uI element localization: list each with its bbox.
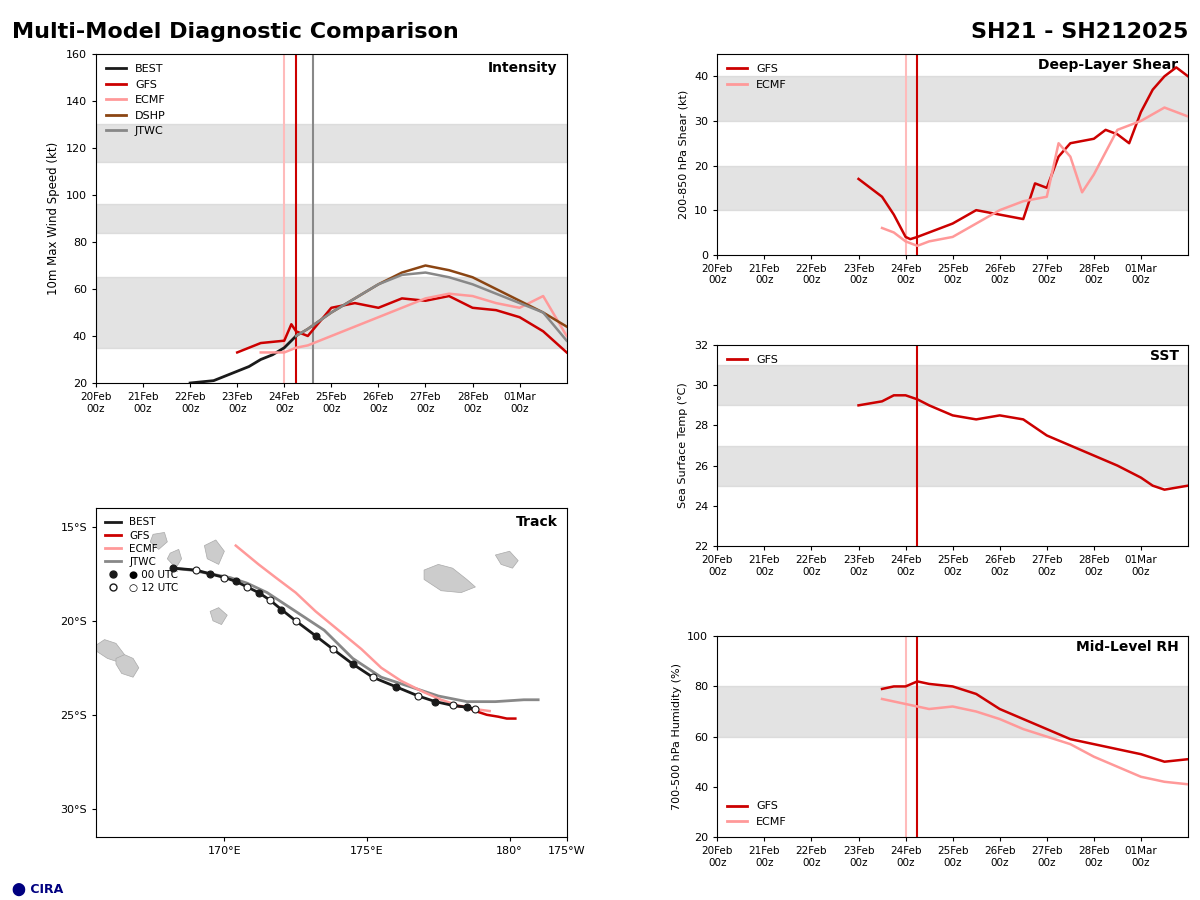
Text: Multi-Model Diagnostic Comparison: Multi-Model Diagnostic Comparison	[12, 22, 458, 42]
Legend: BEST, GFS, ECMF, JTWC, ● 00 UTC, ○ 12 UTC: BEST, GFS, ECMF, JTWC, ● 00 UTC, ○ 12 UT…	[101, 513, 182, 598]
Legend: GFS: GFS	[722, 351, 782, 370]
Bar	[718, 365, 1188, 405]
Y-axis label: 700-500 hPa Humidity (%): 700-500 hPa Humidity (%)	[672, 663, 682, 810]
Bar	[718, 166, 1188, 211]
Bar	[96, 124, 566, 162]
Polygon shape	[116, 654, 139, 677]
Bar	[718, 76, 1188, 121]
Polygon shape	[96, 640, 125, 662]
Bar	[96, 204, 566, 232]
Polygon shape	[150, 533, 167, 549]
Text: Intensity: Intensity	[487, 60, 557, 75]
Legend: GFS, ECMF: GFS, ECMF	[722, 797, 791, 832]
Polygon shape	[167, 549, 181, 568]
Y-axis label: Sea Surface Temp (°C): Sea Surface Temp (°C)	[678, 382, 689, 508]
Bar	[718, 446, 1188, 486]
Bar	[718, 687, 1188, 736]
Y-axis label: 10m Max Wind Speed (kt): 10m Max Wind Speed (kt)	[47, 142, 60, 295]
Text: ⬤ CIRA: ⬤ CIRA	[12, 882, 64, 896]
Polygon shape	[210, 608, 227, 625]
Text: Mid-Level RH: Mid-Level RH	[1076, 640, 1178, 654]
Polygon shape	[204, 540, 224, 564]
Polygon shape	[424, 564, 475, 592]
Polygon shape	[496, 551, 518, 568]
Text: Track: Track	[516, 515, 557, 528]
Legend: BEST, GFS, ECMF, DSHP, JTWC: BEST, GFS, ECMF, DSHP, JTWC	[102, 59, 170, 140]
Text: Deep-Layer Shear: Deep-Layer Shear	[1038, 58, 1178, 72]
Y-axis label: 200-850 hPa Shear (kt): 200-850 hPa Shear (kt)	[679, 90, 689, 219]
Text: SH21 - SH212025: SH21 - SH212025	[971, 22, 1188, 42]
Bar	[96, 277, 566, 347]
Legend: GFS, ECMF: GFS, ECMF	[722, 59, 791, 94]
Text: SST: SST	[1150, 349, 1178, 363]
